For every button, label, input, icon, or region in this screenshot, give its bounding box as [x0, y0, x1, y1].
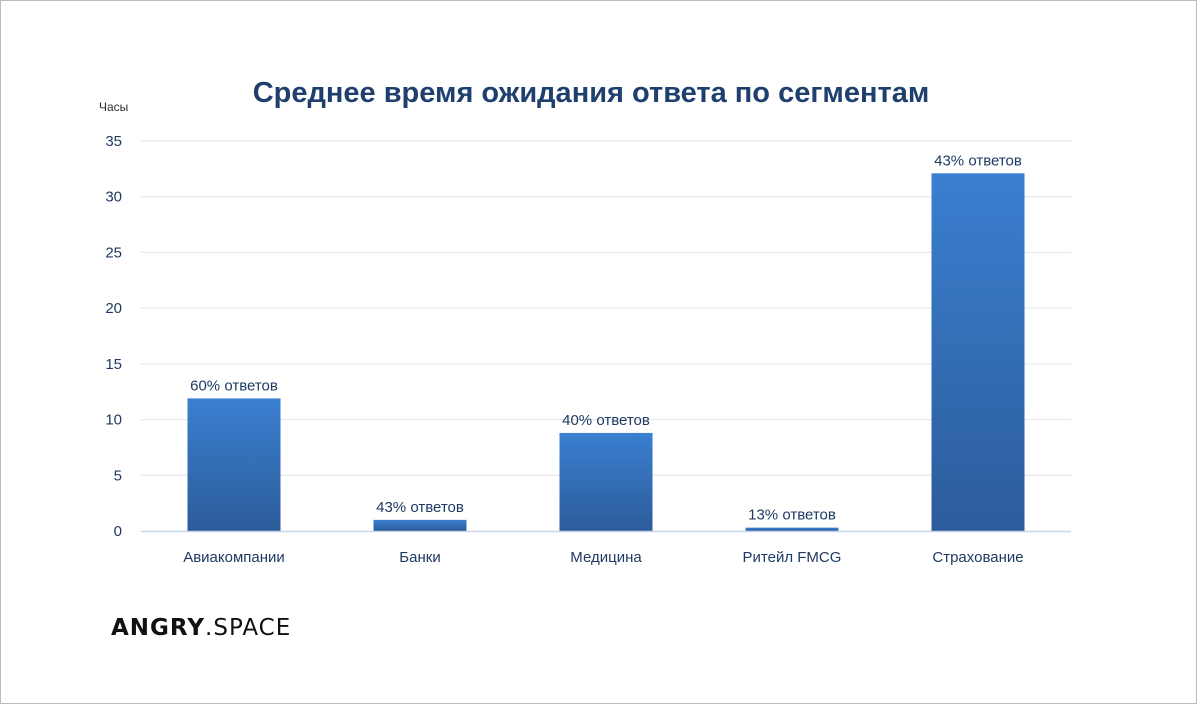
- bar: [931, 173, 1025, 532]
- y-tick-label: 10: [105, 412, 122, 429]
- category-label: Ритейл FMCG: [743, 549, 842, 566]
- category-label: Медицина: [570, 549, 642, 566]
- data-label: 43% ответов: [934, 152, 1022, 169]
- data-label: 60% ответов: [190, 377, 278, 394]
- bars: [187, 173, 1025, 532]
- data-label: 13% ответов: [748, 507, 836, 524]
- data-label: 40% ответов: [562, 412, 650, 429]
- category-label: Банки: [399, 549, 440, 566]
- category-labels: Авиакомпании Банки Медицина Ритейл FMCG Стра…: [183, 549, 1023, 566]
- bar: [745, 527, 839, 531]
- logo-light-text: .SPACE: [205, 615, 292, 641]
- y-tick-label: 5: [114, 467, 122, 484]
- bar: [373, 519, 467, 531]
- y-tick-label: 25: [105, 244, 122, 261]
- chart-title: Среднее время ожидания ответа по сегмент…: [252, 77, 930, 109]
- y-axis-unit-label: Часы: [99, 100, 129, 114]
- y-tick-label: 20: [105, 300, 122, 317]
- data-labels: 60% ответов 43% ответов 40% ответов 13% отв…: [190, 152, 1022, 523]
- brand-logo: ANGRY.SPACE: [111, 615, 291, 641]
- y-tick-label: 0: [114, 523, 122, 540]
- logo-bold-text: ANGRY: [111, 615, 206, 641]
- y-tick-label: 30: [105, 189, 122, 206]
- category-label: Авиакомпании: [183, 549, 285, 566]
- y-tick-label: 35: [105, 133, 122, 150]
- y-tick-label: 15: [105, 356, 122, 373]
- y-tick-labels: 0 5 10 15 20 25 30 35: [105, 133, 122, 540]
- data-label: 43% ответов: [376, 499, 464, 516]
- category-label: Страхование: [932, 549, 1023, 566]
- bar: [559, 432, 653, 531]
- bar: [187, 398, 281, 531]
